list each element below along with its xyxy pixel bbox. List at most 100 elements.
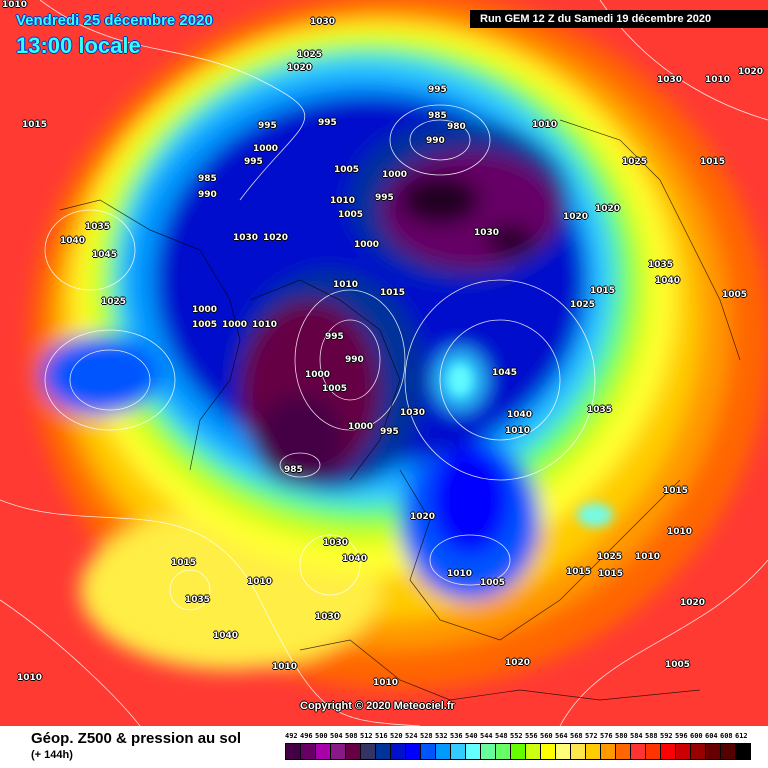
coastlines	[59, 119, 741, 701]
isobar-label: 1000	[222, 320, 248, 330]
legend-label: 580	[615, 732, 628, 740]
isobar-label: 1000	[305, 370, 331, 380]
legend-swatch	[316, 744, 331, 759]
legend-label: 576	[600, 732, 613, 740]
legend-label: 524	[405, 732, 418, 740]
isobar-label: 1005	[334, 165, 360, 175]
isobar-label: 1010	[705, 75, 731, 85]
isobar-label: 1015	[663, 486, 689, 496]
legend-swatch	[481, 744, 496, 759]
isobar-label: 1045	[92, 250, 118, 260]
isobar-label: 1005	[665, 660, 691, 670]
isobar-label: 995	[375, 193, 394, 203]
isobar-label: 1010	[532, 120, 558, 130]
isobar-label: 985	[428, 111, 447, 121]
legend-swatch	[676, 744, 691, 759]
legend-label: 568	[570, 732, 583, 740]
legend-label: 532	[435, 732, 448, 740]
legend-label: 528	[420, 732, 433, 740]
isobar-label: 980	[447, 122, 466, 132]
isobar-label: 1010	[333, 280, 359, 290]
geopotential-map: 1010 1015 1030 1025 1020 995 985 980 990 995 1000 9…	[0, 0, 768, 726]
isobar-label: 995	[244, 157, 263, 167]
legend-label: 496	[300, 732, 313, 740]
legend-swatch	[511, 744, 526, 759]
legend-swatch	[331, 744, 346, 759]
isobar-label: 1020	[505, 658, 531, 668]
isobar-label: 1015	[22, 120, 48, 130]
legend-label: 600	[690, 732, 703, 740]
isobar-label: 995	[428, 85, 447, 95]
z500-field	[0, 0, 768, 726]
z500-core-arctic	[400, 175, 480, 225]
isobar-label: 995	[318, 118, 337, 128]
legend-label: 584	[630, 732, 643, 740]
copyright: Copyright © 2020 Meteociel.fr	[300, 700, 455, 712]
legend-label: 548	[495, 732, 508, 740]
isobar-label: 1020	[563, 212, 589, 222]
isobar-label: 1010	[373, 678, 399, 688]
legend-swatch	[421, 744, 436, 759]
isobar-label: 1010	[667, 527, 693, 537]
isobar-label: 1010	[252, 320, 278, 330]
isobar-label: 995	[258, 121, 277, 131]
isobar-label: 1000	[382, 170, 408, 180]
legend-swatch	[346, 744, 361, 759]
isobar-label: 995	[380, 427, 399, 437]
legend-swatch	[721, 744, 736, 759]
isobar-label: 1030	[323, 538, 349, 548]
isobar-label: 1010	[2, 0, 28, 10]
legend-label: 500	[315, 732, 328, 740]
legend-swatch	[646, 744, 661, 759]
isobar-label: 1040	[60, 236, 86, 246]
isobar-label: 1020	[595, 204, 621, 214]
legend-label: 572	[585, 732, 598, 740]
isobar-label: 1015	[590, 286, 616, 296]
legend-label: 544	[480, 732, 493, 740]
model-run-banner: Run GEM 12 Z du Samedi 19 décembre 2020	[470, 10, 768, 28]
legend-swatch	[436, 744, 451, 759]
isobar-label: 1010	[505, 426, 531, 436]
legend-swatch	[301, 744, 316, 759]
legend-swatch	[556, 744, 571, 759]
isobar-label: 1015	[598, 569, 624, 579]
legend-label: 596	[675, 732, 688, 740]
legend-swatch	[496, 744, 511, 759]
isobar-label: 1030	[315, 612, 341, 622]
legend-label: 504	[330, 732, 343, 740]
legend-swatch	[406, 744, 421, 759]
legend-labels: 492 496 500 504 508 512 516 520 524 528 532 536 540 5…	[285, 732, 751, 740]
isobar-label: 1000	[354, 240, 380, 250]
isobar-label: 1030	[657, 75, 683, 85]
legend-label: 604	[705, 732, 718, 740]
isobar-label: 990	[426, 136, 445, 146]
legend-swatch	[571, 744, 586, 759]
legend-label: 592	[660, 732, 673, 740]
isobar-label: 1010	[635, 552, 661, 562]
legend-label: 520	[390, 732, 403, 740]
isobar-label: 1030	[310, 17, 336, 27]
legend-label: 552	[510, 732, 523, 740]
z500-ridge-core	[448, 364, 472, 396]
legend-swatch	[376, 744, 391, 759]
forecast-time: 13:00 locale	[16, 33, 141, 58]
isobar-label: 1025	[570, 300, 596, 310]
isobar-label: 985	[284, 465, 303, 475]
isobar-label: 1015	[171, 558, 197, 568]
isobar-label: 1000	[192, 305, 218, 315]
isobar-label: 1005	[338, 210, 364, 220]
isobar-label: 990	[345, 355, 364, 365]
isobar-label: 1005	[322, 384, 348, 394]
forecast-date: Vendredi 25 décembre 2020	[16, 12, 213, 29]
isobar-label: 1025	[597, 552, 623, 562]
legend-swatch	[661, 744, 676, 759]
isobar-label: 1005	[192, 320, 218, 330]
color-legend: 492 496 500 504 508 512 516 520 524 528 532 536 540 5…	[285, 732, 751, 760]
isobar-label: 1005	[722, 290, 748, 300]
legend-swatches	[285, 743, 751, 760]
legend-swatch	[616, 744, 631, 759]
legend-label: 540	[465, 732, 478, 740]
isobar-label: 1020	[410, 512, 436, 522]
isobar-label: 1020	[263, 233, 289, 243]
